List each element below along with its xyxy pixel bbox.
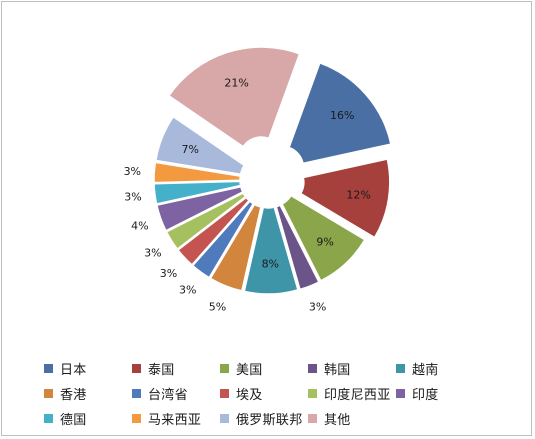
legend-row: 日本 泰国 美国 韩国 越南 [44,356,514,381]
legend-item-日本: 日本 [44,359,132,378]
legend-label: 埃及 [236,388,263,403]
legend-item-印度: 印度 [396,384,484,403]
legend-swatch [220,389,229,398]
legend-label: 美国 [236,363,263,378]
legend-swatch [220,414,229,423]
legend-swatch [44,389,53,398]
legend-label: 印度尼西亚 [324,388,391,403]
legend-item-越南: 越南 [396,359,484,378]
legend-item-韩国: 韩国 [308,359,396,378]
pie-slice-香港 [209,203,262,292]
pie-slices [153,46,392,295]
legend-item-其他: 其他 [308,409,396,428]
pie-slice-泰国 [299,158,391,239]
legend-item-台湾省: 台湾省 [132,384,220,403]
slice-label-越南: 8% [262,258,279,271]
legend-label: 马来西亚 [148,413,202,428]
legend-label: 台湾省 [148,388,188,403]
legend: 日本 泰国 美国 韩国 越南 香港 台湾省 埃及 印度尼西亚 印度 德国 马来西亚 俄罗斯联邦 其他 [44,356,514,431]
legend-item-俄罗斯联邦: 俄罗斯联邦 [220,409,308,428]
pie-slice-德国 [153,180,242,205]
slice-label-印度: 4% [131,220,148,233]
legend-swatch [132,414,141,423]
slice-label-其他: 21% [224,76,248,89]
slice-label-泰国: 12% [346,189,370,202]
pie-chart: 16%12%9%3%8%5%3%3%3%4%3%3%7%21% [124,46,392,314]
slice-label-埃及: 3% [160,267,177,280]
legend-swatch [308,414,317,423]
legend-row: 香港 台湾省 埃及 印度尼西亚 印度 [44,381,514,406]
legend-item-德国: 德国 [44,409,132,428]
pie-slice-印度 [155,185,244,232]
legend-swatch [220,364,229,373]
legend-item-泰国: 泰国 [132,359,220,378]
pie-slice-韩国 [275,204,320,291]
legend-label: 香港 [60,388,87,403]
legend-label: 其他 [324,413,351,428]
pie-slice-印度尼西亚 [165,192,247,251]
legend-label: 韩国 [324,363,351,378]
pie-slice-马来西亚 [153,161,242,184]
legend-row: 德国 马来西亚 俄罗斯联邦 其他 [44,406,514,431]
pie-slice-俄罗斯联邦 [154,115,246,176]
pie-labels: 16%12%9%3%8%5%3%3%3%4%3%3%7%21% [124,76,371,313]
pie-slice-日本 [288,61,392,165]
slice-label-台湾省: 3% [179,284,196,297]
slice-label-德国: 3% [124,191,141,204]
legend-item-香港: 香港 [44,384,132,403]
legend-label: 德国 [60,413,87,428]
legend-item-印度尼西亚: 印度尼西亚 [308,384,396,403]
slice-label-俄罗斯联邦: 7% [181,143,198,156]
legend-swatch [308,389,317,398]
slice-label-美国: 9% [316,235,333,248]
legend-swatch [44,414,53,423]
slice-label-马来西亚: 3% [124,165,141,178]
legend-swatch [44,364,53,373]
pie-slice-埃及 [176,196,251,266]
pie-slice-台湾省 [191,200,255,279]
slice-label-韩国: 3% [309,301,326,314]
legend-label: 越南 [412,363,439,378]
legend-item-埃及: 埃及 [220,384,308,403]
legend-item-马来西亚: 马来西亚 [132,409,220,428]
legend-label: 泰国 [148,363,175,378]
slice-label-日本: 16% [330,109,354,122]
legend-label: 俄罗斯联邦 [236,413,303,428]
legend-swatch [132,389,141,398]
legend-swatch [132,364,141,373]
legend-label: 印度 [412,388,439,403]
legend-label: 日本 [60,363,87,378]
legend-swatch [396,364,405,373]
slice-label-印度尼西亚: 3% [144,247,161,260]
pie-slice-越南 [243,206,299,295]
legend-item-美国: 美国 [220,359,308,378]
pie-slice-其他 [167,46,301,148]
legend-swatch [396,389,405,398]
legend-swatch [308,364,317,373]
slice-label-香港: 5% [209,300,226,313]
pie-slice-美国 [281,194,366,282]
